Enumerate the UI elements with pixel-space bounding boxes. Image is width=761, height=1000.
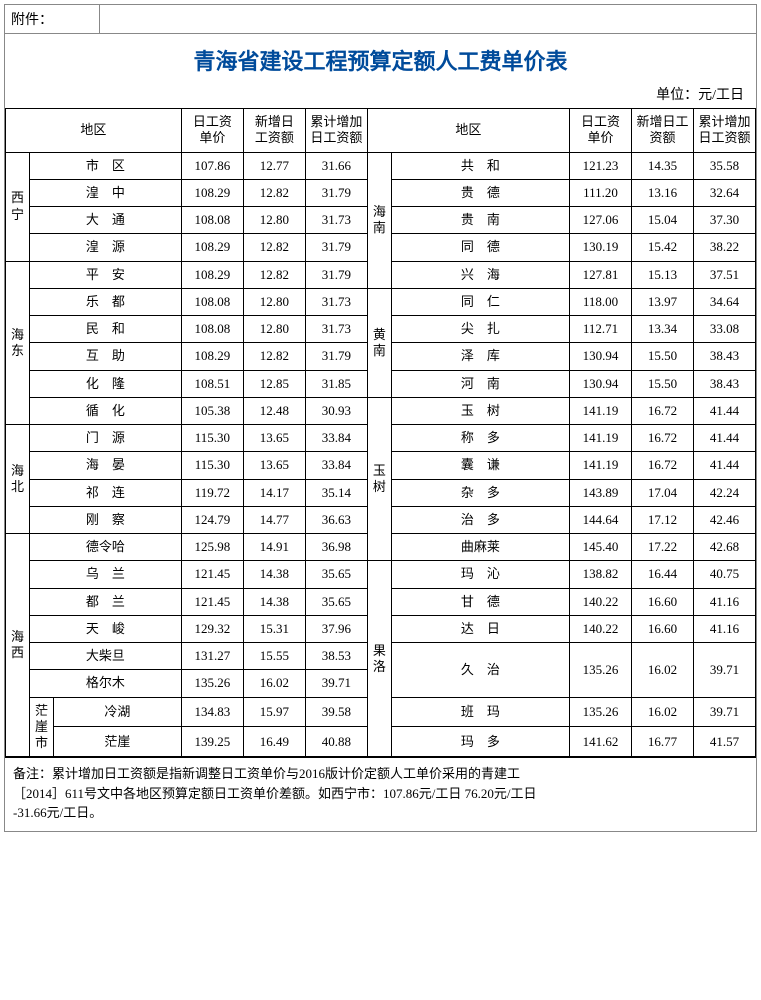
attachment-spacer xyxy=(100,5,756,33)
attachment-row: 附件： xyxy=(5,5,756,34)
page-title: 青海省建设工程预算定额人工费单价表 xyxy=(5,34,756,82)
unit-label: 单位：元/工日 xyxy=(5,82,756,108)
wage-table: 地区 日工资单价 新增日工资额 累计增加日工资额 地区 日工资单价 新增日工资额… xyxy=(5,108,756,757)
attachment-label: 附件： xyxy=(5,5,100,33)
footnote: 备注：累计增加日工资额是指新调整日工资单价与2016版计价定额人工单价采用的青建… xyxy=(5,757,756,831)
page: 附件： 青海省建设工程预算定额人工费单价表 单位：元/工日 地区 日工资单价 新… xyxy=(4,4,757,832)
